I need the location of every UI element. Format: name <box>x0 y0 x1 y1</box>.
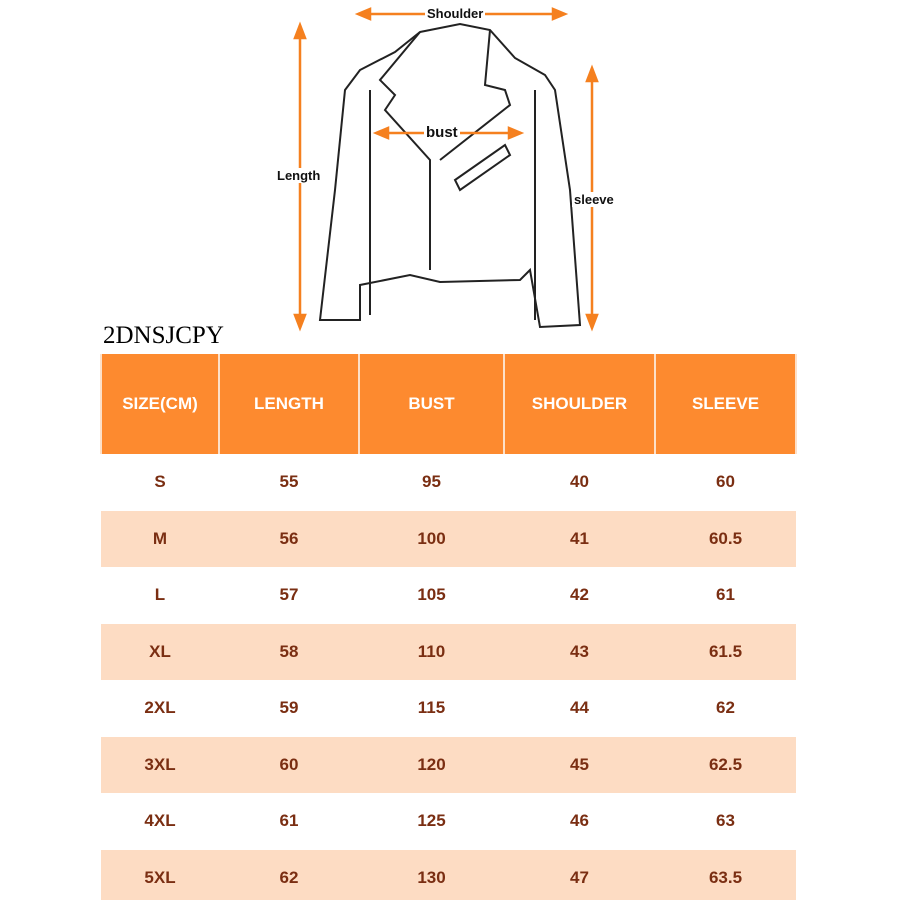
cell-bust: 120 <box>359 736 504 793</box>
cell-length: 58 <box>219 623 359 680</box>
cell-length: 62 <box>219 849 359 900</box>
cell-size: 4XL <box>101 793 219 850</box>
table-row: XL 58 110 43 61.5 <box>101 623 796 680</box>
brand-name: 2DNSJCPY <box>103 322 224 349</box>
cell-shoulder: 45 <box>504 736 655 793</box>
cell-length: 55 <box>219 454 359 511</box>
header-length: LENGTH <box>218 354 360 454</box>
table-row: 5XL 62 130 47 63.5 <box>101 849 796 900</box>
cell-length: 61 <box>219 793 359 850</box>
cell-size: 5XL <box>101 849 219 900</box>
cell-size: 3XL <box>101 736 219 793</box>
cell-size: 2XL <box>101 680 219 737</box>
cell-shoulder: 40 <box>504 454 655 511</box>
cell-size: L <box>101 567 219 624</box>
header-shoulder: SHOULDER <box>503 354 656 454</box>
table-row: M 56 100 41 60.5 <box>101 510 796 567</box>
cell-sleeve: 61.5 <box>655 623 796 680</box>
cell-sleeve: 62 <box>655 680 796 737</box>
table-row: S 55 95 40 60 <box>101 454 796 511</box>
cell-size: M <box>101 510 219 567</box>
measure-arrows <box>293 7 599 332</box>
cell-shoulder: 41 <box>504 510 655 567</box>
cell-length: 60 <box>219 736 359 793</box>
cell-size: S <box>101 454 219 511</box>
header-sleeve: SLEEVE <box>654 354 797 454</box>
cell-size: XL <box>101 623 219 680</box>
jacket-illustration <box>318 22 582 329</box>
cell-bust: 100 <box>359 510 504 567</box>
cell-shoulder: 43 <box>504 623 655 680</box>
sleeve-label: sleeve <box>572 192 616 207</box>
cell-sleeve: 61 <box>655 567 796 624</box>
header-size: SIZE(CM) <box>100 354 220 454</box>
cell-sleeve: 60.5 <box>655 510 796 567</box>
size-table: SIZE(CM) LENGTH BUST SHOULDER SLEEVE S 55… <box>100 354 797 900</box>
bust-label: bust <box>424 124 460 141</box>
cell-length: 56 <box>219 510 359 567</box>
cell-bust: 95 <box>359 454 504 511</box>
cell-bust: 115 <box>359 680 504 737</box>
cell-sleeve: 63.5 <box>655 849 796 900</box>
cell-bust: 130 <box>359 849 504 900</box>
cell-shoulder: 46 <box>504 793 655 850</box>
jacket-body <box>318 22 582 329</box>
lapel-left <box>378 31 431 270</box>
cell-sleeve: 63 <box>655 793 796 850</box>
cell-bust: 105 <box>359 567 504 624</box>
cell-sleeve: 60 <box>655 454 796 511</box>
cell-length: 57 <box>219 567 359 624</box>
pocket <box>453 143 512 192</box>
lapel-right <box>439 29 512 161</box>
cell-shoulder: 44 <box>504 680 655 737</box>
cell-shoulder: 42 <box>504 567 655 624</box>
table-row: 3XL 60 120 45 62.5 <box>101 736 796 793</box>
cell-bust: 110 <box>359 623 504 680</box>
cell-length: 59 <box>219 680 359 737</box>
cell-sleeve: 62.5 <box>655 736 796 793</box>
header-bust: BUST <box>358 354 505 454</box>
cell-bust: 125 <box>359 793 504 850</box>
table-row: 4XL 61 125 46 63 <box>101 793 796 850</box>
shoulder-label: Shoulder <box>425 6 486 21</box>
cell-shoulder: 47 <box>504 849 655 900</box>
table-header: SIZE(CM) LENGTH BUST SHOULDER SLEEVE <box>100 354 797 454</box>
table-row: L 57 105 42 61 <box>101 567 796 624</box>
table-row: 2XL 59 115 44 62 <box>101 680 796 737</box>
length-label: Length <box>275 168 323 183</box>
